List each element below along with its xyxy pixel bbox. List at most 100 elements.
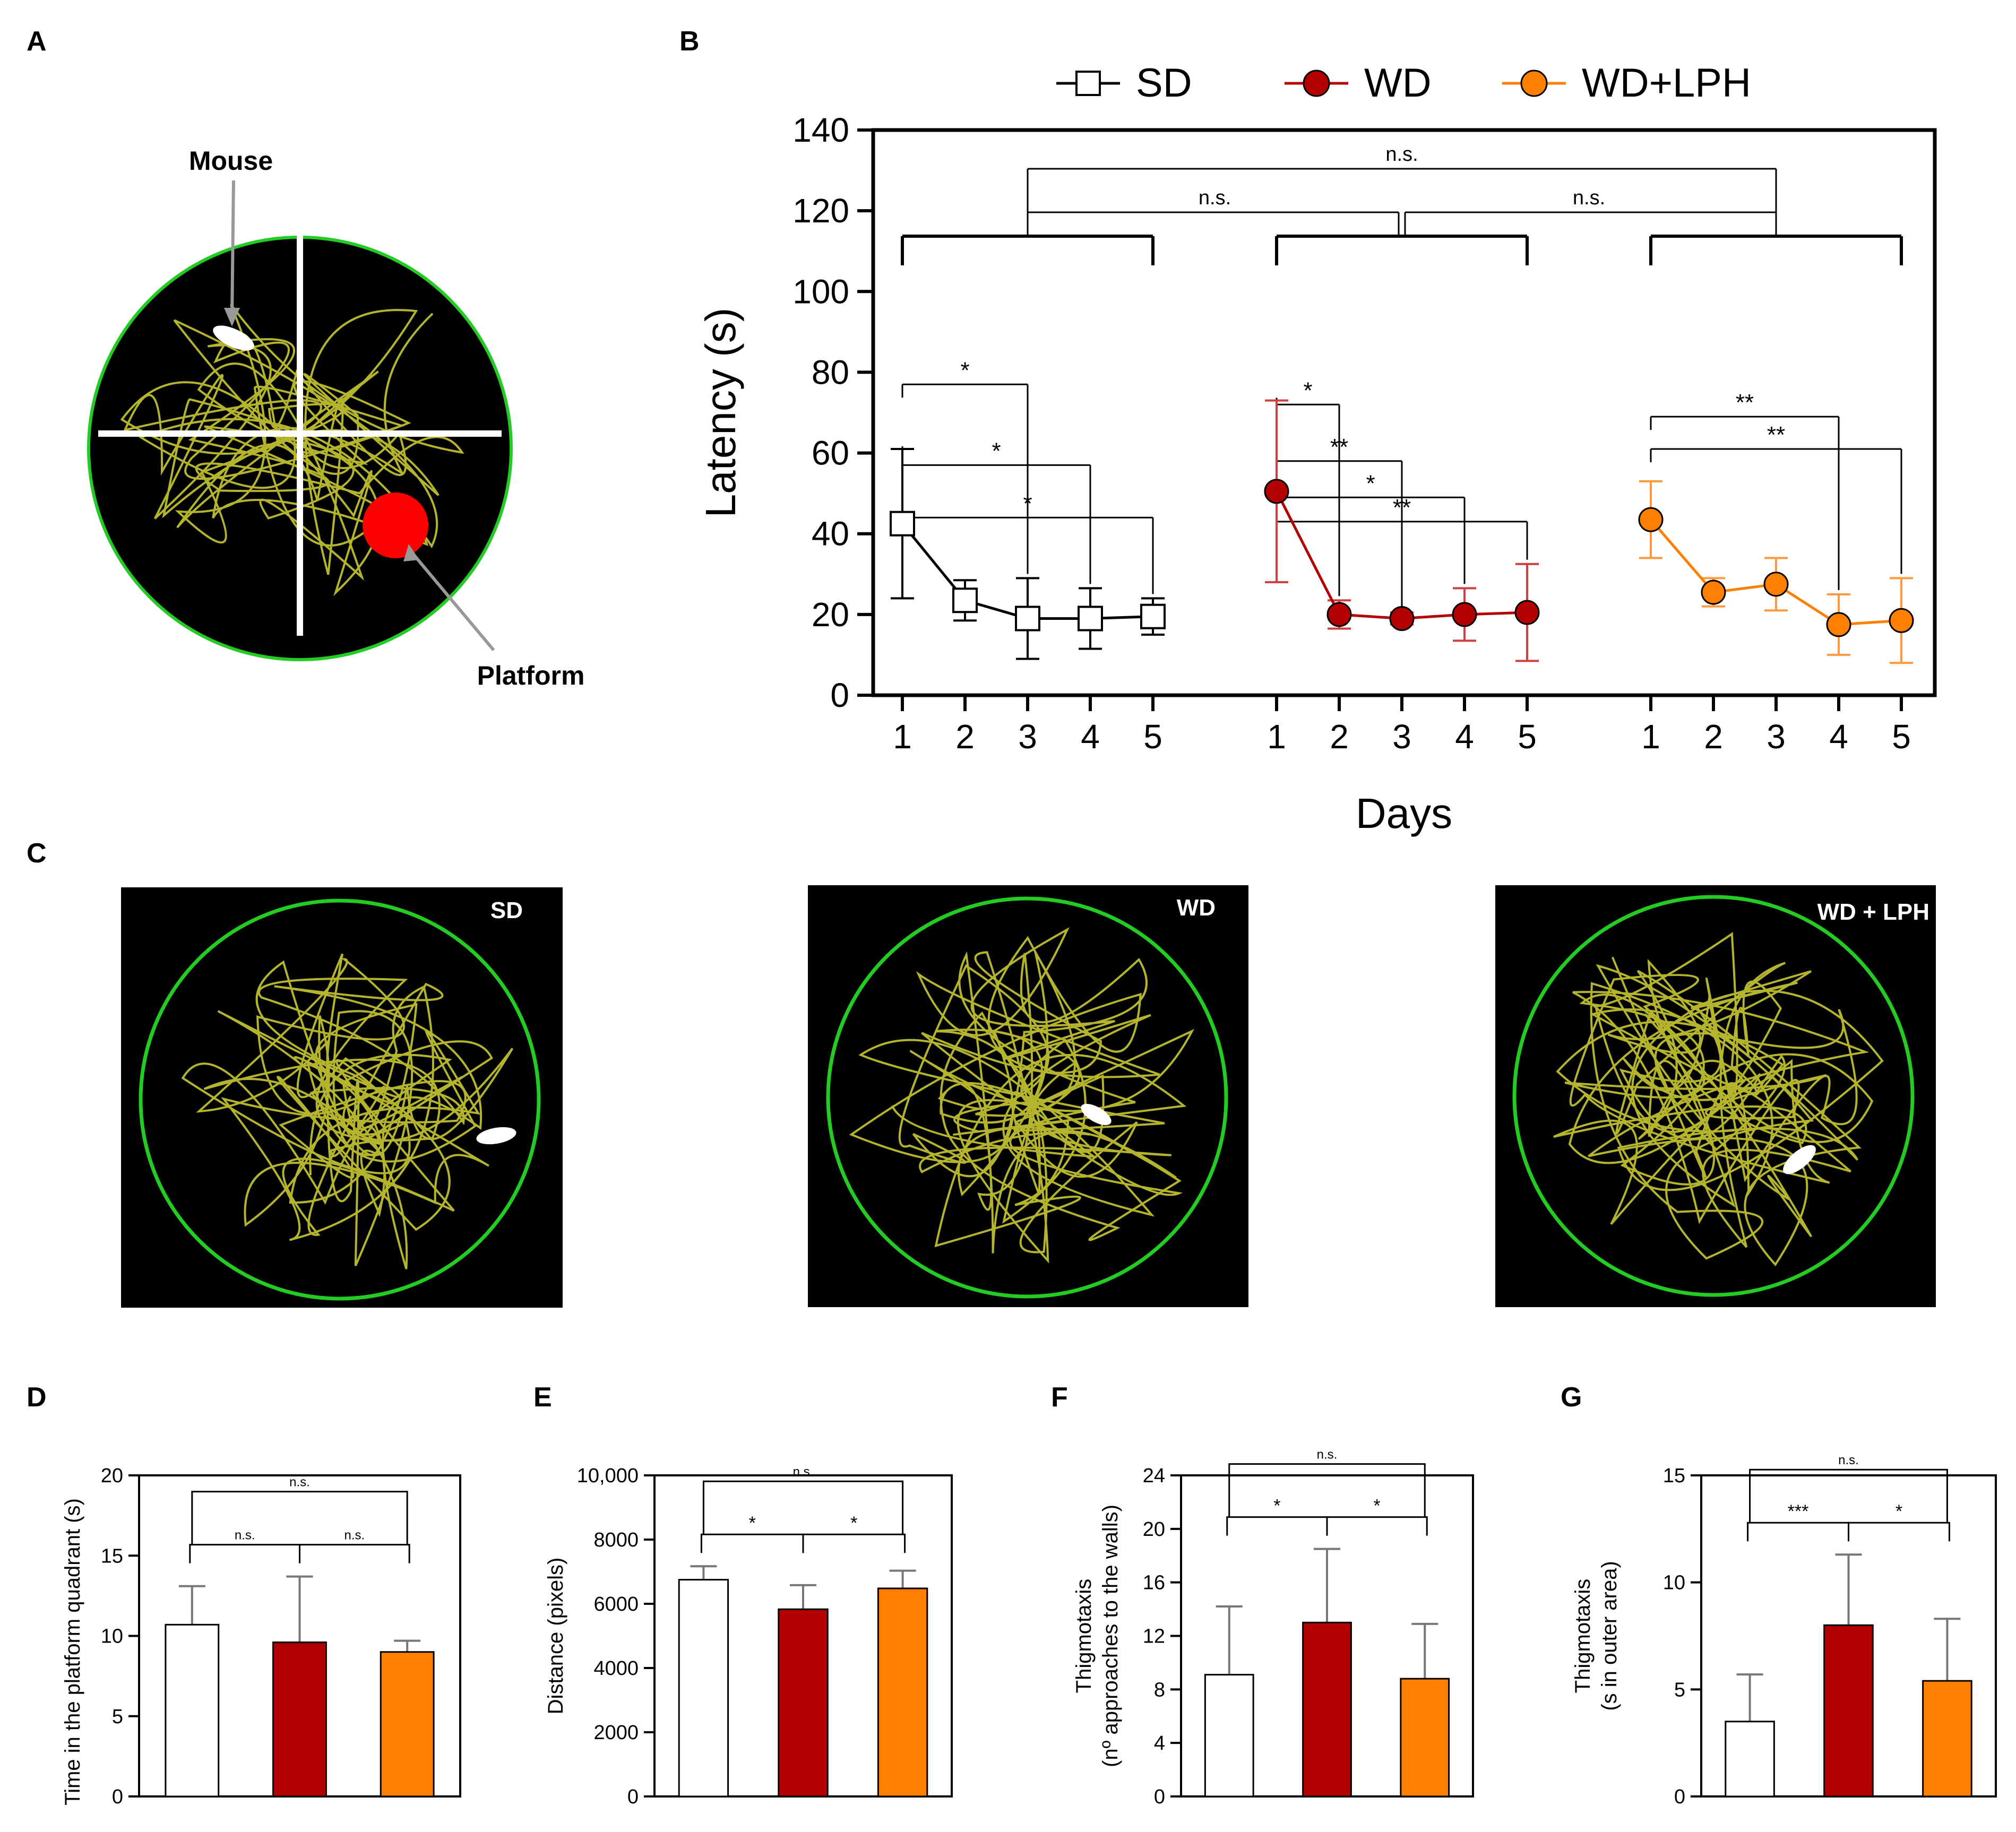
significance-label: n.s. [235, 1528, 255, 1543]
y-axis-label: Thigmotaxis [1072, 1579, 1096, 1693]
significance-bracket [299, 1544, 410, 1563]
significance-bracket [189, 1544, 300, 1563]
y-tick-label-b: 40 [812, 515, 849, 553]
swim-track-a [120, 304, 464, 597]
bracket-label: n.s. [1573, 187, 1605, 209]
arena-c-wd-label: WD [1177, 895, 1216, 921]
data-point [890, 511, 915, 537]
y-tick-label: 0 [1674, 1786, 1685, 1808]
y-tick-label-b: 60 [812, 434, 849, 472]
swim-track-c-wdlph [1553, 932, 1884, 1267]
panel-letter: F [1051, 1382, 1068, 1413]
significance-label: * [1896, 1501, 1902, 1522]
y-tick-label: 5 [112, 1706, 123, 1728]
bar-wd [1302, 1621, 1352, 1798]
x-tick-label-b: 3 [1767, 718, 1786, 756]
bracket-label: * [1303, 377, 1312, 403]
y-tick-label-b: 120 [792, 192, 849, 230]
legend-label: WD [1364, 61, 1432, 106]
mouse-label: Mouse [189, 146, 273, 176]
significance-label: n.s. [289, 1475, 310, 1490]
data-point [1140, 603, 1166, 629]
significance-bracket [1226, 1516, 1328, 1536]
bar-wdlph [1400, 1678, 1450, 1798]
bracket-label: * [1023, 490, 1032, 516]
data-point [1763, 572, 1789, 597]
panel-b-letter: B [679, 26, 700, 57]
arena-c-sd-background [121, 887, 563, 1308]
y-tick-label: 16 [1143, 1572, 1165, 1594]
x-tick-label-b: 3 [1392, 718, 1411, 756]
bar-panels: D 0 5 10 15 20 Time in the platform quadrant (… [27, 1382, 1997, 1808]
legend-b: SD WD WD+LPH [1056, 61, 1751, 106]
panel-c-letter: C [27, 838, 47, 869]
legend-label: WD+LPH [1582, 61, 1751, 106]
y-tick-label: 4 [1154, 1732, 1165, 1755]
platform-label: Platform [477, 661, 585, 690]
x-tick-label-b: 1 [1267, 718, 1286, 756]
significance-brackets-b: n.s. n.s.n.s.************* [901, 143, 1903, 609]
x-tick-label-b: 2 [955, 718, 975, 756]
y-tick-label: 10 [1663, 1572, 1685, 1594]
x-tick-label-b: 1 [1641, 718, 1660, 756]
swim-track-path [120, 304, 464, 597]
panel-letter: E [533, 1382, 552, 1413]
arena-c-wd: WD [808, 885, 1248, 1307]
y-tick-label-b: 0 [830, 676, 849, 714]
significance-bracket [1228, 1463, 1426, 1517]
x-tick-label-b: 5 [1518, 718, 1537, 756]
significance-bracket [1326, 1516, 1428, 1536]
x-tick-label-b: 5 [1143, 718, 1162, 756]
data-point [952, 587, 978, 613]
data-point [1264, 479, 1289, 504]
significance-label: n.s. [793, 1465, 814, 1479]
bracket-label: ** [1736, 390, 1754, 416]
bracket-label: n.s. [1199, 187, 1231, 209]
significance-label: *** [1788, 1501, 1809, 1522]
bar-wdlph [380, 1651, 435, 1798]
significance-label: * [749, 1513, 756, 1533]
platform-pointer-arrowhead [403, 544, 419, 561]
panel-d: D 0 5 10 15 20 Time in the platform quadrant (… [27, 1382, 461, 1808]
bar-wd [1823, 1624, 1874, 1798]
y-tick-label: 10 [101, 1626, 123, 1648]
swim-track-path [181, 953, 514, 1269]
y-tick-label: 8000 [593, 1529, 639, 1551]
panel-f: F 0 4 8 12 16 20 24 Thigmotaxis (nº approaches to… [1051, 1382, 1474, 1808]
series-b [890, 399, 1914, 664]
data-point [1452, 602, 1477, 627]
y-axis-label: Time in the platform quadrant (s) [61, 1498, 84, 1805]
bracket-label: * [992, 438, 1001, 464]
significance-bracket [802, 1533, 906, 1553]
y-tick-label: 8 [1154, 1679, 1165, 1701]
platform-marker [363, 492, 428, 558]
bracket-label: * [960, 357, 969, 383]
platform-pointer-line [410, 551, 495, 651]
bar-sd [165, 1623, 220, 1798]
bracket-label: ** [1393, 495, 1411, 521]
data-point [1015, 606, 1040, 632]
significance-bracket [700, 1533, 804, 1553]
significance-label: n.s. [344, 1528, 365, 1543]
panel-letter: D [27, 1382, 47, 1413]
mouse-marker-c-wd [1081, 1103, 1112, 1126]
y-tick-label: 0 [112, 1786, 123, 1808]
arena-c-wd-border [826, 896, 1228, 1299]
y-tick-label-b: 20 [812, 595, 849, 634]
bar-wd [778, 1608, 829, 1798]
arena-c-wdlph: WD + LPH [1495, 885, 1936, 1307]
x-tick-label-b: 4 [1455, 718, 1474, 756]
panel-a-letter: A [27, 26, 47, 57]
x-tick-label-b: 3 [1018, 718, 1037, 756]
swim-track-c-wd [849, 927, 1195, 1264]
x-axis-label-b: Days [1356, 790, 1452, 837]
arena-c-wdlph-background [1495, 885, 1936, 1307]
legend-marker [1303, 70, 1330, 97]
data-point [1078, 606, 1103, 632]
swim-track-path [1553, 932, 1884, 1267]
mouse-marker-c-sd [476, 1127, 516, 1145]
significance-label: n.s. [1317, 1448, 1338, 1462]
y-tick-label: 4000 [593, 1657, 639, 1680]
arena-c-wdlph-border [1512, 895, 1915, 1297]
x-tick-label-b: 4 [1081, 718, 1100, 756]
